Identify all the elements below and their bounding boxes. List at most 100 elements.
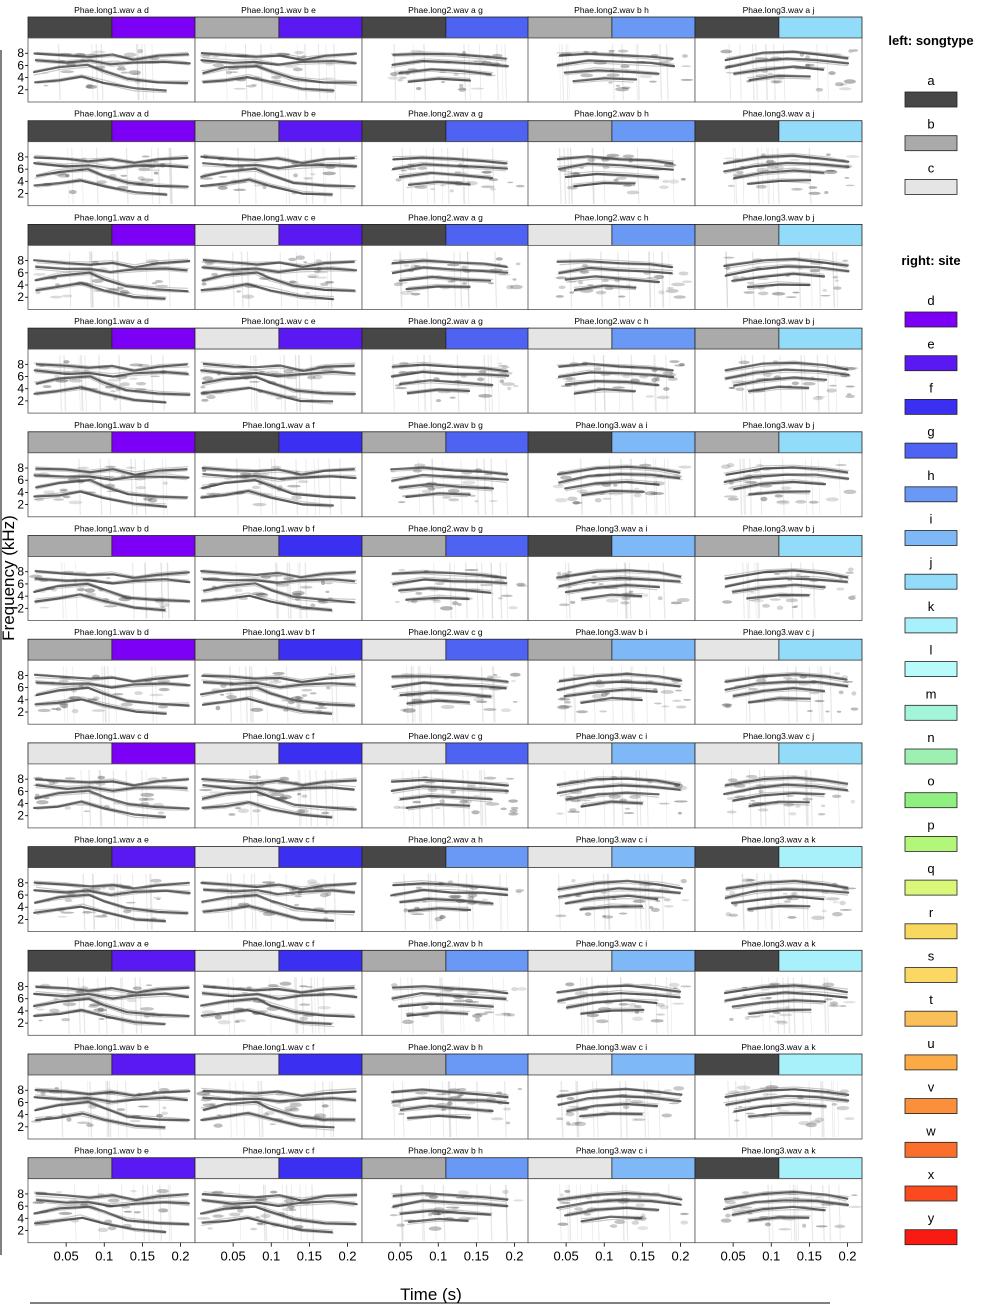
songtype-bar-b	[694, 431, 780, 454]
site-bar-k	[778, 949, 863, 972]
y-tick-label: 6	[17, 1095, 24, 1109]
panel-title: Phae.long1.wav a d	[74, 212, 149, 222]
spectrogram-energy	[197, 1184, 358, 1241]
y-tick-label: 8	[17, 461, 24, 475]
legend-label-c: c	[928, 160, 935, 175]
site-bar-e	[111, 846, 196, 868]
y-tick-label: 8	[17, 254, 24, 268]
panel: Phae.long1.wav b f	[194, 627, 363, 725]
panel: Phae.long1.wav c f	[194, 1146, 363, 1244]
y-tick-label: 2	[17, 601, 24, 615]
spectrogram-energy	[33, 458, 190, 515]
legend-swatch-f	[904, 398, 958, 415]
spectrogram-area	[527, 970, 696, 1036]
y-tick-label: 4	[17, 900, 24, 914]
legend-title: left: songtype	[888, 33, 973, 48]
legend-label-b: b	[927, 117, 934, 132]
panel: Phae.long3.wav c i	[527, 938, 696, 1036]
site-bar-g	[445, 327, 530, 350]
songtype-bar-a	[361, 327, 447, 350]
spectrogram-energy	[200, 251, 358, 308]
spectrogram-energy	[390, 251, 523, 308]
site-bar-d	[111, 327, 196, 350]
spectrogram-area	[694, 37, 863, 103]
y-tick-label: 8	[17, 1187, 24, 1201]
panel-title: Phae.long3.wav b j	[743, 524, 815, 534]
panel-title: Phae.long2.wav a g	[408, 316, 483, 326]
x-tick-label: 0.1	[429, 1249, 447, 1264]
panel: Phae.long1.wav c f	[194, 835, 363, 932]
panel: Phae.long3.wav c i	[527, 1042, 696, 1140]
legend-label-t: t	[929, 992, 933, 1007]
songtype-bar-b	[194, 120, 280, 143]
panel-title: Phae.long1.wav b e	[74, 1146, 149, 1156]
panel: Phae.long3.wav a k	[694, 1042, 863, 1140]
site-bar-i	[611, 846, 696, 868]
spectrogram-area	[194, 244, 363, 310]
x-tick-label: 0.1	[595, 1249, 613, 1264]
panel: Phae.long1.wav a d	[27, 5, 196, 103]
panel: Phae.long1.wav b e	[194, 109, 363, 207]
x-tick-label: 0.05	[220, 1249, 245, 1264]
panel-title: Phae.long2.wav a g	[408, 212, 483, 222]
spectrogram-energy	[33, 44, 191, 101]
spectrogram-area	[194, 763, 363, 829]
songtype-bar-b	[27, 1053, 113, 1076]
panel-title: Phae.long1.wav b f	[242, 524, 315, 534]
panel-title: Phae.long1.wav b e	[241, 109, 316, 119]
y-tick-label: 6	[17, 577, 24, 591]
x-tick-label: 0.05	[53, 1249, 78, 1264]
legend-label-v: v	[928, 1080, 935, 1095]
site-bar-i	[611, 1053, 696, 1076]
spectrogram-energy	[32, 1184, 190, 1241]
spectrogram-area	[194, 556, 363, 621]
spectrogram-area	[694, 556, 863, 621]
panel: Phae.long1.wav b d	[27, 627, 196, 725]
spectrogram-area	[694, 1178, 863, 1244]
site-bar-h	[445, 1157, 530, 1180]
panel-title: Phae.long1.wav a e	[74, 938, 149, 948]
spectrogram-energy	[199, 147, 358, 204]
songtype-bar-b	[527, 638, 613, 661]
legend-swatch-j	[904, 573, 958, 590]
spectrogram-energy	[387, 44, 509, 101]
site-bar-d	[111, 223, 196, 246]
songtype-bar-a	[694, 1157, 780, 1180]
songtype-bar-b	[194, 16, 280, 39]
legend-label-e: e	[927, 337, 934, 352]
legend-title: right: site	[901, 253, 960, 268]
panel: Phae.long2.wav a g	[361, 212, 530, 310]
site-bar-h	[611, 16, 696, 39]
panel-title: Phae.long2.wav a g	[408, 109, 483, 119]
y-tick-label: 6	[17, 370, 24, 384]
songtype-bar-b	[527, 16, 613, 39]
spectrogram-energy	[723, 355, 859, 412]
panel-title: Phae.long2.wav c g	[408, 627, 482, 637]
songtype-bar-c	[527, 949, 613, 972]
songtype-bar-b	[27, 1157, 113, 1180]
panel: Phae.long1.wav c d	[27, 731, 196, 829]
panel: Phae.long2.wav b h	[361, 938, 530, 1036]
legend-swatch-q	[904, 879, 958, 896]
panel: Phae.long1.wav b d	[27, 420, 196, 518]
songtype-bar-c	[361, 638, 447, 661]
legend-label-o: o	[927, 774, 934, 789]
panel-title: Phae.long2.wav b g	[408, 420, 483, 430]
legend: left: songtype a b c right: site d e f g h i j k l m n o…	[888, 33, 974, 1246]
songtype-bar-c	[194, 1053, 280, 1076]
spectrogram-area	[694, 348, 863, 414]
spectrogram-energy	[32, 769, 190, 827]
site-bar-e	[278, 16, 363, 39]
songtype-bar-b	[694, 223, 780, 246]
x-tick-label: 0.05	[387, 1249, 412, 1264]
site-bar-d	[111, 742, 196, 765]
panel: Phae.long1.wav a d	[27, 109, 196, 207]
site-bar-i	[611, 638, 696, 661]
site-bar-f	[278, 949, 363, 972]
legend-label-a: a	[927, 73, 935, 88]
panel: Phae.long3.wav a k	[694, 1146, 863, 1244]
site-bar-k	[778, 1053, 863, 1076]
songtype-bar-a	[27, 120, 113, 143]
spectrogram-energy	[390, 1081, 523, 1138]
spectrogram-energy	[556, 1184, 689, 1241]
